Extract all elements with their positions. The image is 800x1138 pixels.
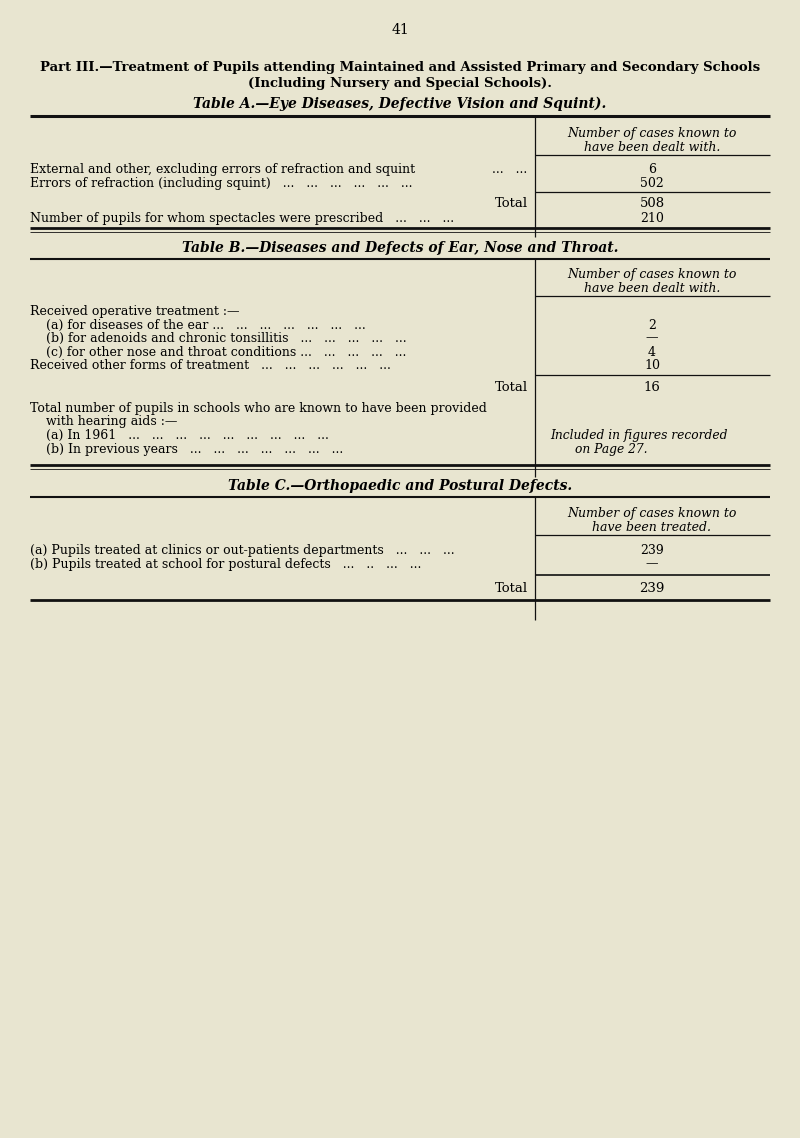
Text: Received other forms of treatment   ...   ...   ...   ...   ...   ...: Received other forms of treatment ... ..… [30, 358, 391, 371]
Text: have been dealt with.: have been dealt with. [584, 281, 720, 295]
Text: on Page 27.: on Page 27. [575, 443, 647, 455]
Text: 4: 4 [648, 346, 656, 358]
Text: (c) for other nose and throat conditions ...   ...   ...   ...   ...: (c) for other nose and throat conditions… [30, 346, 406, 358]
Text: 502: 502 [640, 176, 664, 190]
Text: Number of cases known to: Number of cases known to [567, 126, 737, 140]
Text: ...   ...: ... ... [492, 163, 527, 175]
Text: 16: 16 [643, 380, 661, 394]
Text: Number of pupils for whom spectacles were prescribed   ...   ...   ...: Number of pupils for whom spectacles wer… [30, 212, 454, 224]
Text: (a) In 1961   ...   ...   ...   ...   ...   ...   ...   ...   ...: (a) In 1961 ... ... ... ... ... ... ... … [30, 429, 329, 442]
Text: Total number of pupils in schools who are known to have been provided: Total number of pupils in schools who ar… [30, 402, 487, 414]
Text: Total: Total [495, 197, 528, 209]
Text: have been treated.: have been treated. [593, 520, 711, 534]
Text: 10: 10 [644, 358, 660, 371]
Text: 41: 41 [391, 23, 409, 38]
Text: Number of cases known to: Number of cases known to [567, 267, 737, 280]
Text: Included in figures recorded: Included in figures recorded [550, 429, 727, 442]
Text: Number of cases known to: Number of cases known to [567, 506, 737, 520]
Text: Total: Total [495, 582, 528, 594]
Text: 6: 6 [648, 163, 656, 175]
Text: (Including Nursery and Special Schools).: (Including Nursery and Special Schools). [248, 76, 552, 90]
Text: —: — [646, 331, 658, 345]
Text: 2: 2 [648, 319, 656, 331]
Text: (b) Pupils treated at school for postural defects   ...   ..   ...   ...: (b) Pupils treated at school for postura… [30, 558, 422, 570]
Text: Errors of refraction (including squint)   ...   ...   ...   ...   ...   ...: Errors of refraction (including squint) … [30, 176, 413, 190]
Text: 239: 239 [639, 582, 665, 594]
Text: (a) Pupils treated at clinics or out-patients departments   ...   ...   ...: (a) Pupils treated at clinics or out-pat… [30, 544, 454, 556]
Text: with hearing aids :—: with hearing aids :— [30, 414, 178, 428]
Text: have been dealt with.: have been dealt with. [584, 140, 720, 154]
Text: (b) for adenoids and chronic tonsillitis   ...   ...   ...   ...   ...: (b) for adenoids and chronic tonsillitis… [30, 331, 406, 345]
Text: Total: Total [495, 380, 528, 394]
Text: Table C.—Orthopaedic and Postural Defects.: Table C.—Orthopaedic and Postural Defect… [228, 479, 572, 493]
Text: (a) for diseases of the ear ...   ...   ...   ...   ...   ...   ...: (a) for diseases of the ear ... ... ... … [30, 319, 366, 331]
Text: —: — [646, 558, 658, 570]
Text: 508: 508 [639, 197, 665, 209]
Text: External and other, excluding errors of refraction and squint: External and other, excluding errors of … [30, 163, 415, 175]
Text: 210: 210 [640, 212, 664, 224]
Text: (b) In previous years   ...   ...   ...   ...   ...   ...   ...: (b) In previous years ... ... ... ... ..… [30, 443, 343, 455]
Text: Part III.—Treatment of Pupils attending Maintained and Assisted Primary and Seco: Part III.—Treatment of Pupils attending … [40, 60, 760, 74]
Text: Table B.—Diseases and Defects of Ear, Nose and Throat.: Table B.—Diseases and Defects of Ear, No… [182, 241, 618, 255]
Text: 239: 239 [640, 544, 664, 556]
Text: Table A.—Eye Diseases, Defective Vision and Squint).: Table A.—Eye Diseases, Defective Vision … [194, 97, 606, 112]
Text: Received operative treatment :—: Received operative treatment :— [30, 305, 239, 318]
